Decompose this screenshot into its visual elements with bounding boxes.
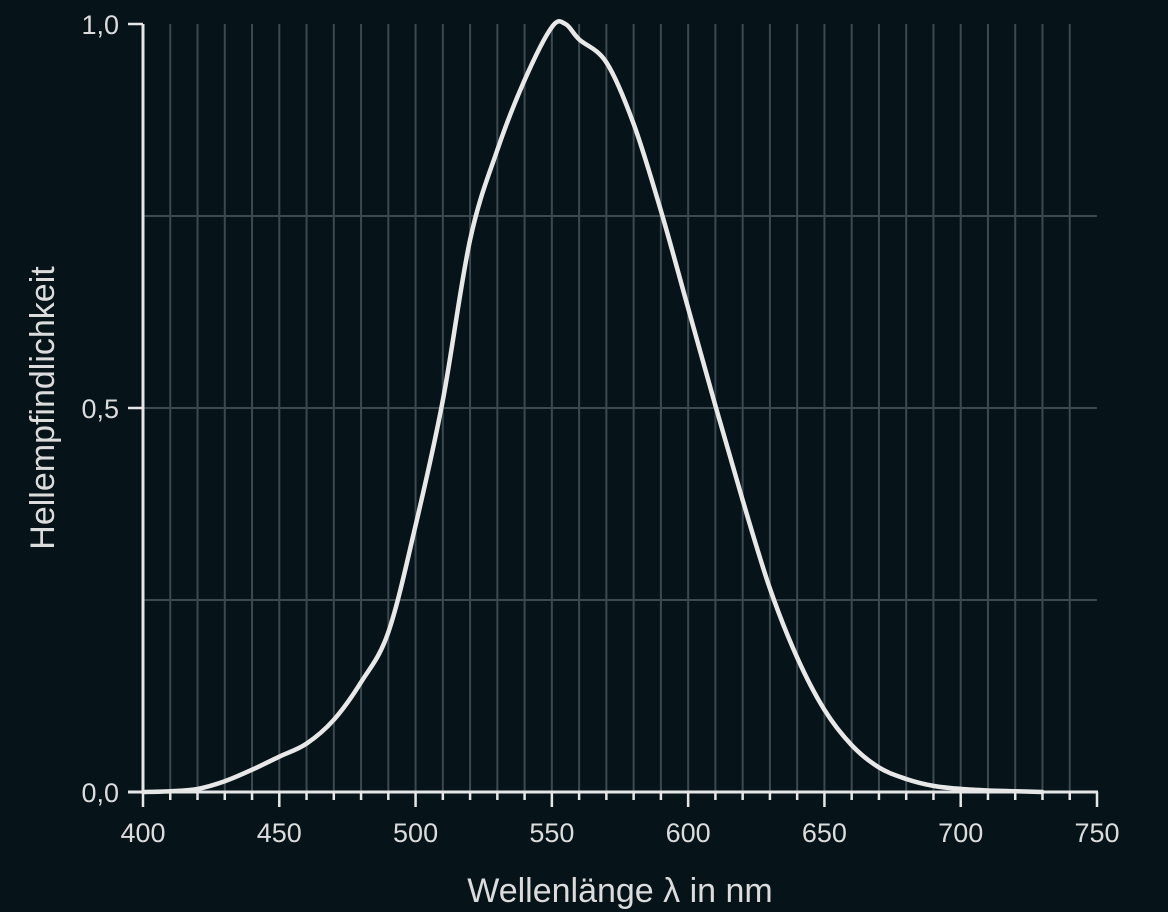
x-axis-title: Wellenlänge λ in nm [467,872,773,910]
x-tick-label: 500 [393,818,438,848]
x-tick-label: 650 [802,818,847,848]
x-tick-label: 600 [666,818,711,848]
x-tick-label: 400 [120,818,165,848]
x-tick-label: 750 [1074,818,1119,848]
x-axis-ticks: 400 450 500 550 600 650 700 750 [120,792,1120,848]
y-tick-label: 1,0 [81,10,119,40]
luminosity-curve [140,19,1045,795]
y-axis-ticks: 0,0 0,5 1,0 [81,10,143,808]
horizontal-grid [143,215,1097,601]
x-tick-label: 550 [529,818,574,848]
y-axis-title: Hellempfindlichkeit [24,266,62,550]
y-tick-label: 0,5 [81,394,119,424]
x-tick-label: 700 [938,818,983,848]
x-tick-label: 450 [257,818,302,848]
y-tick-label: 0,0 [81,778,119,808]
